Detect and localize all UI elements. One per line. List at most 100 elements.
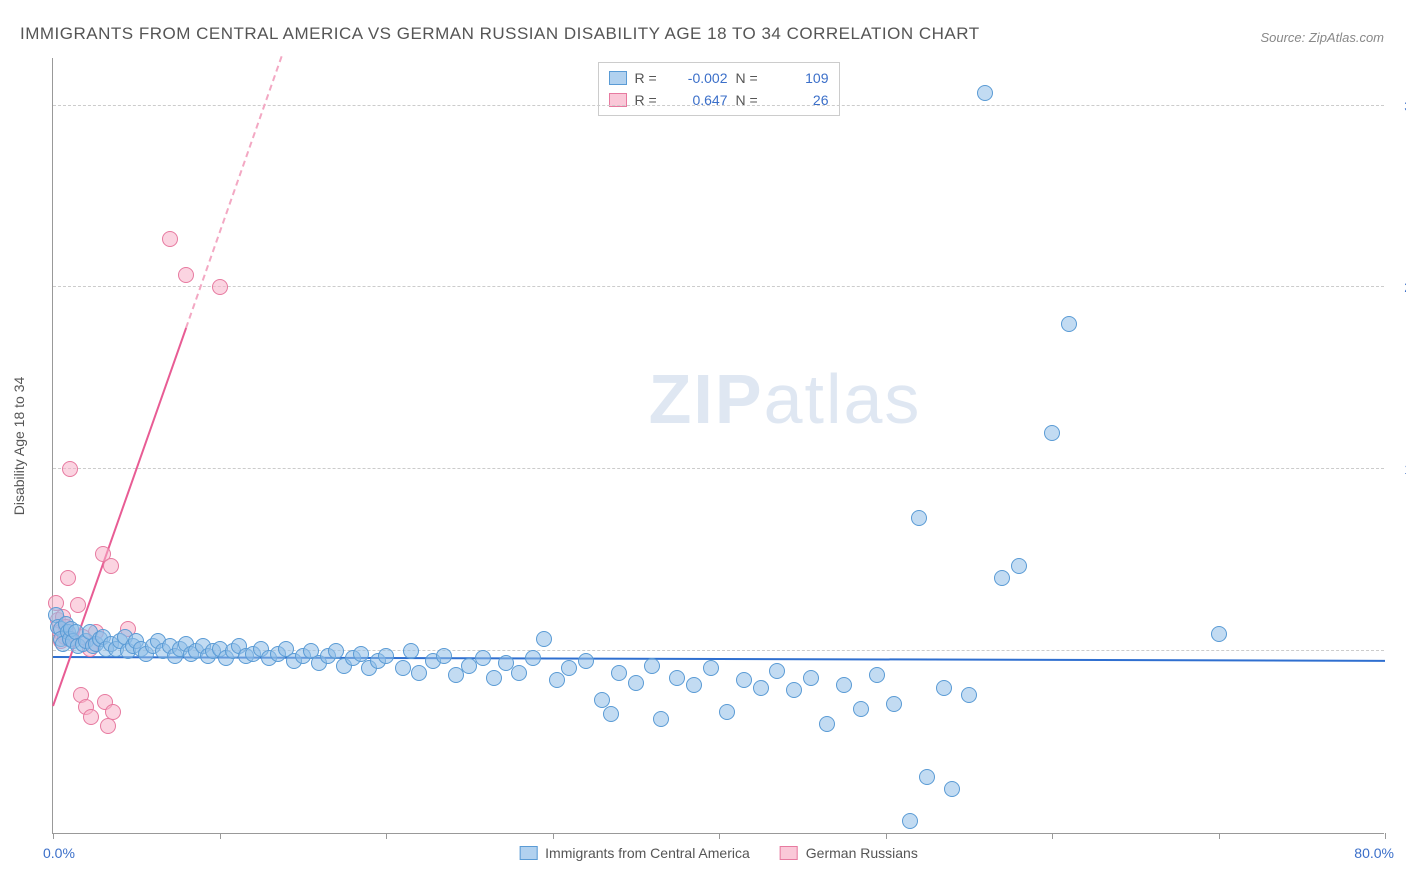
plot-area: ZIPatlas Disability Age 18 to 34 R = -0.… [52,58,1384,834]
y-tick-label: 22.5% [1389,279,1406,295]
data-point [1044,425,1060,441]
data-point [611,665,627,681]
data-point [869,667,885,683]
legend-label-blue: Immigrants from Central America [545,845,750,861]
watermark-atlas: atlas [764,360,922,438]
data-point [786,682,802,698]
legend-label-pink: German Russians [806,845,918,861]
legend-item-pink: German Russians [780,845,918,861]
data-point [103,558,119,574]
data-point [536,631,552,647]
data-point [486,670,502,686]
data-point [62,461,78,477]
data-point [395,660,411,676]
source-label: Source: ZipAtlas.com [1260,30,1384,45]
data-point [719,704,735,720]
data-point [403,643,419,659]
data-point [475,650,491,666]
r-label: R = [635,92,665,108]
data-point [162,231,178,247]
data-point [961,687,977,703]
r-value-pink: 0.647 [673,92,728,108]
swatch-blue-icon [609,71,627,85]
data-point [853,701,869,717]
x-tick [1219,833,1220,839]
x-tick [53,833,54,839]
data-point [60,570,76,586]
data-point [919,769,935,785]
data-point [328,643,344,659]
x-tick [386,833,387,839]
x-axis-min-label: 0.0% [43,845,75,861]
swatch-pink-icon [780,846,798,860]
data-point [353,646,369,662]
data-point [1061,316,1077,332]
data-point [669,670,685,686]
n-label: N = [736,92,766,108]
x-axis-max-label: 80.0% [1354,845,1394,861]
gridline [53,286,1384,287]
data-point [378,648,394,664]
data-point [603,706,619,722]
data-point [769,663,785,679]
data-point [977,85,993,101]
data-point [819,716,835,732]
y-tick-label: 15.0% [1389,461,1406,477]
data-point [212,279,228,295]
data-point [178,267,194,283]
data-point [686,677,702,693]
r-label: R = [635,70,665,86]
n-value-blue: 109 [774,70,829,86]
data-point [411,665,427,681]
legend-item-blue: Immigrants from Central America [519,845,750,861]
data-point [70,597,86,613]
legend-stats-row-pink: R = 0.647 N = 26 [609,89,829,111]
legend-stats: R = -0.002 N = 109 R = 0.647 N = 26 [598,62,840,116]
y-axis-title: Disability Age 18 to 34 [11,376,27,515]
data-point [803,670,819,686]
x-tick [553,833,554,839]
data-point [105,704,121,720]
y-tick-label: 7.5% [1389,643,1406,659]
data-point [549,672,565,688]
data-point [511,665,527,681]
data-point [594,692,610,708]
x-tick [220,833,221,839]
data-point [753,680,769,696]
data-point [1011,558,1027,574]
data-point [911,510,927,526]
data-point [578,653,594,669]
watermark-zip: ZIP [649,360,764,438]
data-point [644,658,660,674]
data-point [525,650,541,666]
data-point [100,718,116,734]
data-point [836,677,852,693]
x-tick [1052,833,1053,839]
data-point [83,709,99,725]
chart-title: IMMIGRANTS FROM CENTRAL AMERICA VS GERMA… [20,24,980,44]
r-value-blue: -0.002 [673,70,728,86]
data-point [436,648,452,664]
data-point [994,570,1010,586]
n-value-pink: 26 [774,92,829,108]
gridline [53,105,1384,106]
legend-stats-row-blue: R = -0.002 N = 109 [609,67,829,89]
data-point [653,711,669,727]
swatch-blue-icon [519,846,537,860]
data-point [902,813,918,829]
y-tick-label: 30.0% [1389,98,1406,114]
n-label: N = [736,70,766,86]
data-point [1211,626,1227,642]
x-tick [719,833,720,839]
data-point [936,680,952,696]
x-tick [1385,833,1386,839]
data-point [886,696,902,712]
data-point [703,660,719,676]
legend-series: Immigrants from Central America German R… [519,845,918,861]
data-point [944,781,960,797]
gridline [53,468,1384,469]
data-point [628,675,644,691]
data-point [736,672,752,688]
x-tick [886,833,887,839]
data-point [561,660,577,676]
